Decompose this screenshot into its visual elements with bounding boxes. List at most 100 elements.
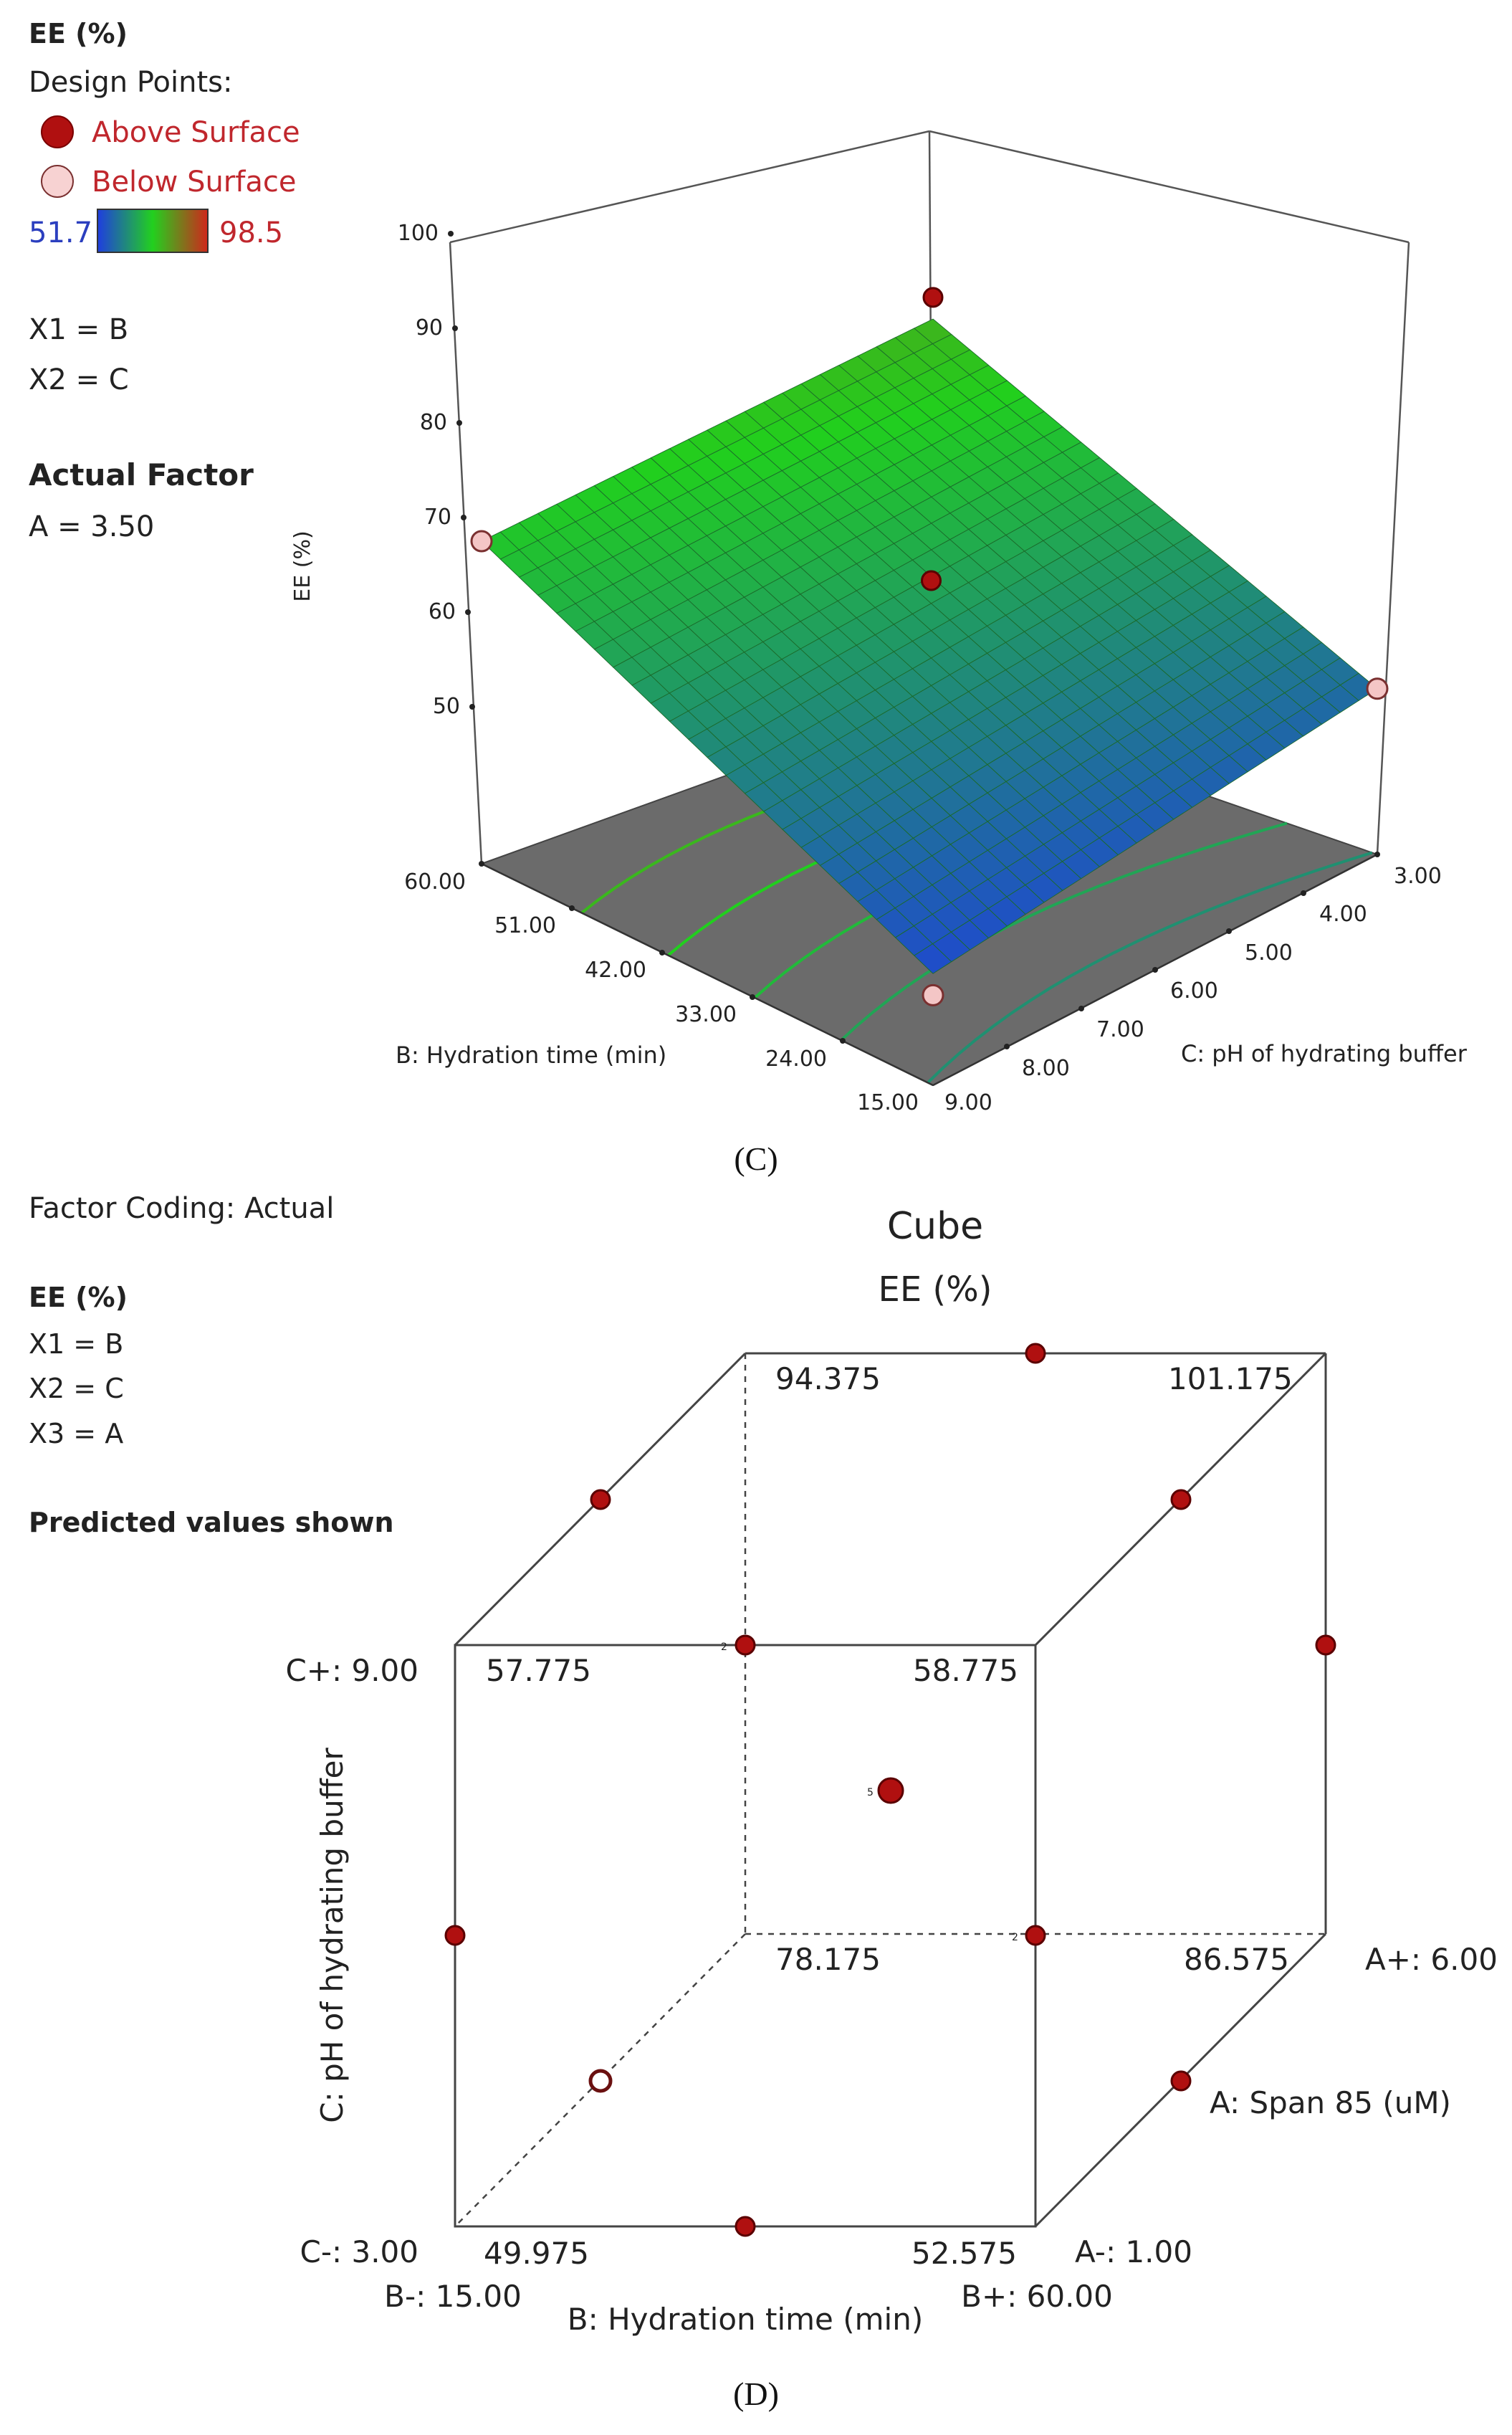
cube-x2-mapping: X2 = C [29, 1373, 124, 1404]
b-tick-mark [569, 905, 575, 911]
b-high-label: B+: 60.00 [961, 2279, 1113, 2314]
b-axis: 60.00 51.00 42.00 33.00 24.00 15.00 B: H… [396, 861, 919, 1115]
colorbar [97, 209, 209, 253]
c-tick-mark [1226, 928, 1232, 934]
cube-plot: Cube EE (%) 94.375 101.175 57.775 58.775… [285, 1205, 1498, 2337]
cube-title: Cube [887, 1205, 983, 1248]
cube-b-axis-label: B: Hydration time (min) [568, 2302, 923, 2337]
panel-d-legend: Factor Coding: Actual EE (%) X1 = B X2 =… [29, 1192, 394, 1538]
z-tick-label: 70 [424, 505, 451, 530]
cube-corner-values: 94.375 101.175 57.775 58.775 78.175 86.5… [484, 1361, 1293, 2271]
a-high-label: A+: 6.00 [1365, 1942, 1498, 1977]
z-tick-mark [456, 420, 462, 426]
b-tick-label: 24.00 [765, 1047, 827, 1072]
corner-value: 49.975 [484, 2236, 589, 2271]
b-tick-mark [750, 994, 755, 1000]
actual-factor-heading: Actual Factor [29, 457, 254, 492]
b-low-label: B-: 15.00 [384, 2279, 522, 2314]
z-tick-label: 50 [433, 694, 460, 719]
c-axis: 3.00 4.00 5.00 6.00 7.00 8.00 9.00 C: pH… [944, 852, 1468, 1115]
c-tick-label: 8.00 [1022, 1056, 1070, 1081]
z-tick-mark [465, 609, 471, 615]
c-high-label: C+: 9.00 [285, 1653, 418, 1688]
cube-a-axis-label: A: Span 85 (uM) [1210, 2085, 1451, 2120]
center-design-point [877, 1777, 904, 1804]
design-point [1315, 1634, 1336, 1656]
b-tick-mark [479, 861, 484, 867]
surface-plot: 100 90 80 70 60 50 EE (%) 60.00 51.00 42… [290, 130, 1468, 1115]
design-points [470, 287, 1389, 1006]
panel-c-legend: EE (%) Design Points: Above Surface Belo… [29, 18, 300, 543]
predicted-note: Predicted values shown [29, 1507, 394, 1538]
legend-above-label: Above Surface [92, 116, 300, 149]
corner-value: 52.575 [911, 2236, 1017, 2271]
b-tick-label: 60.00 [404, 869, 466, 895]
c-tick-mark [1004, 1044, 1010, 1049]
design-point [444, 1925, 466, 1946]
design-point-below [922, 983, 944, 1006]
c-tick-mark [1301, 890, 1306, 896]
c-axis-label: C: pH of hydrating buffer [1181, 1040, 1468, 1067]
z-tick-label: 80 [420, 410, 447, 435]
caption-d: (D) [733, 2376, 779, 2412]
design-point-below [1366, 677, 1389, 700]
z-tick-mark [448, 231, 454, 237]
cube-x3-mapping: X3 = A [29, 1418, 123, 1449]
replicate-count: 5 [867, 1787, 874, 1798]
z-tick-mark [452, 325, 458, 331]
design-point-below [470, 530, 493, 553]
replicate-count: 2 [1012, 1932, 1018, 1943]
caption-c: (C) [734, 1140, 777, 1177]
b-axis-label: B: Hydration time (min) [396, 1042, 666, 1069]
corner-value: 57.775 [486, 1653, 591, 1688]
factor-coding: Factor Coding: Actual [29, 1192, 334, 1225]
cube-x1-mapping: X1 = B [29, 1328, 123, 1360]
cube-axis-levels: C+: 9.00 C-: 3.00 B-: 15.00 B+: 60.00 A-… [285, 1653, 1498, 2314]
design-point [590, 1489, 611, 1510]
below-surface-marker-icon [41, 165, 74, 198]
design-point-hollow [588, 2069, 613, 2093]
replicate-counts: 2 5 2 [721, 1641, 1018, 1943]
above-surface-marker-icon [41, 115, 74, 148]
x1-mapping: X1 = B [29, 313, 128, 346]
response-title: EE (%) [29, 18, 128, 49]
c-tick-label: 6.00 [1170, 978, 1218, 1004]
design-point [1170, 1489, 1192, 1510]
b-tick-label: 42.00 [585, 958, 646, 983]
c-tick-mark [1374, 852, 1380, 857]
b-tick-mark [659, 950, 665, 956]
corner-value: 78.175 [775, 1942, 881, 1977]
z-axis-label: EE (%) [290, 530, 315, 601]
corner-value: 86.575 [1184, 1942, 1289, 1977]
c-tick-label: 9.00 [944, 1090, 992, 1115]
design-point [735, 2216, 756, 2237]
legend-below-label: Below Surface [92, 166, 296, 199]
b-tick-mark [840, 1038, 846, 1044]
b-tick-label: 15.00 [857, 1090, 919, 1115]
z-tick-mark [469, 704, 475, 710]
z-tick-label: 60 [429, 599, 456, 624]
a-low-label: A-: 1.00 [1075, 2234, 1192, 2269]
b-tick-label: 33.00 [675, 1002, 737, 1027]
c-low-label: C-: 3.00 [300, 2234, 419, 2269]
actual-factor-value: A = 3.50 [29, 510, 154, 543]
corner-value: 94.375 [775, 1361, 881, 1396]
c-tick-mark [1078, 1006, 1084, 1011]
cube-response-title: EE (%) [29, 1282, 128, 1313]
floor-contour-line [927, 851, 1373, 1084]
z-axis: 100 90 80 70 60 50 EE (%) [290, 221, 475, 719]
replicate-count: 2 [721, 1641, 727, 1653]
cube-subtitle: EE (%) [879, 1269, 992, 1310]
corner-value: 58.775 [913, 1653, 1018, 1688]
colorbar-max-label: 98.5 [219, 216, 283, 249]
z-tick-label: 100 [398, 221, 439, 246]
c-tick-label: 5.00 [1245, 940, 1293, 966]
colorbar-min-label: 51.7 [29, 216, 92, 249]
c-tick-label: 4.00 [1319, 902, 1367, 927]
response-surface [481, 318, 1378, 974]
c-tick-label: 3.00 [1394, 864, 1442, 889]
design-point [735, 1634, 756, 1656]
c-tick-mark [1152, 967, 1158, 973]
design-point [1025, 1925, 1046, 1946]
